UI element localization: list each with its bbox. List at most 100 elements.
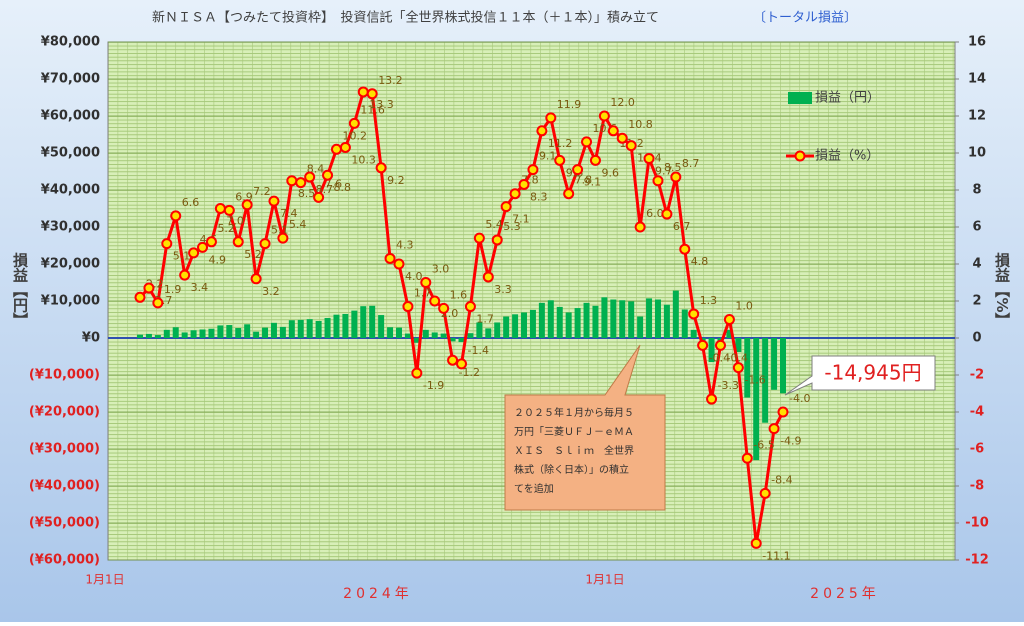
bar — [646, 298, 653, 338]
bar — [217, 325, 224, 338]
legend-label: 損益（%） — [815, 149, 879, 164]
line-marker — [563, 188, 575, 200]
callout-text: ２０２５年１月から毎月５ 万円「三菱ＵＦＪ－ｅＭＡ ＸＩＳ Ｓｌｉｍ 全世界株式（除… — [514, 406, 634, 495]
line-marker — [277, 232, 289, 244]
data-label: 11.6 — [360, 103, 385, 116]
y-tick-label: (¥10,000) — [29, 368, 100, 383]
bar — [619, 300, 626, 338]
data-label: -1.2 — [459, 366, 480, 379]
bar — [163, 329, 170, 338]
y2-tick-label: -8 — [970, 479, 984, 494]
data-label: 9.7 — [655, 165, 673, 178]
data-label: -6.5 — [753, 438, 774, 451]
bar — [592, 305, 599, 338]
line-marker — [545, 112, 557, 124]
callout-box — [504, 344, 666, 511]
y-tick-label: ¥0 — [82, 331, 100, 346]
line-marker — [259, 238, 271, 250]
bar — [476, 322, 483, 338]
data-label: 1.3 — [700, 294, 718, 307]
line-marker — [134, 291, 146, 303]
line-marker — [286, 175, 298, 187]
y2-tick-label: -2 — [970, 368, 984, 383]
bar — [342, 313, 349, 338]
y2-tick-label: -4 — [970, 405, 984, 420]
line-marker — [322, 169, 334, 181]
line-marker — [723, 314, 735, 325]
bar — [512, 314, 519, 338]
bar — [270, 322, 277, 338]
y2-tick-label: 10 — [968, 146, 986, 161]
data-label: 5.3 — [503, 220, 521, 233]
line-marker — [393, 258, 405, 270]
data-label: -3.3 — [718, 379, 739, 392]
line-marker — [759, 487, 771, 499]
data-label: -4.0 — [789, 392, 810, 405]
y2-tick-label: 6 — [972, 220, 981, 235]
bar — [744, 338, 751, 398]
x-year-label: 2025年 — [810, 586, 880, 602]
chart-title: 新ＮＩＳＡ【つみたて投資枠】 投資信託「全世界株式投信１１本（＋１本）」積み立て — [152, 10, 659, 26]
data-label: 7.2 — [253, 185, 271, 198]
y-axis-title: 損益【円】 — [11, 252, 29, 328]
bar — [404, 333, 411, 338]
callout-line: 株式（除く日本）」の積立 — [514, 463, 629, 476]
data-label: 1.0 — [735, 300, 753, 313]
bar — [297, 319, 304, 338]
y2-tick-label: 8 — [972, 183, 981, 198]
bar — [771, 338, 778, 390]
title-group: 新ＮＩＳＡ【つみたて投資枠】 投資信託「全世界株式投信１１本（＋１本）」積み立て… — [152, 10, 857, 26]
bar — [431, 332, 438, 338]
bar — [503, 316, 510, 338]
line-marker — [670, 171, 682, 183]
line-marker — [241, 199, 253, 211]
line-marker — [661, 208, 673, 220]
bar — [735, 338, 742, 353]
x-tick-label: 1月1日 — [85, 573, 124, 587]
bar — [762, 338, 769, 423]
data-label: -1.9 — [423, 379, 444, 392]
bar — [494, 322, 501, 338]
bar — [449, 338, 456, 342]
line-marker — [679, 243, 691, 255]
line-marker — [411, 367, 423, 379]
line-marker — [205, 236, 217, 248]
y-tick-label: ¥70,000 — [41, 72, 100, 87]
data-label: 7.6 — [325, 177, 343, 190]
line-marker — [652, 175, 664, 187]
line-marker — [420, 277, 432, 288]
bar — [574, 308, 581, 338]
data-label: 13.3 — [369, 98, 394, 111]
y2-tick-label: 4 — [972, 257, 981, 272]
line-marker — [688, 308, 700, 320]
bar — [538, 302, 545, 338]
data-label: 8.7 — [682, 157, 700, 170]
bar — [753, 338, 760, 461]
line-marker — [491, 234, 503, 246]
y-tick-label: ¥50,000 — [41, 146, 100, 161]
line-marker — [768, 423, 780, 435]
bar — [172, 327, 179, 338]
bar — [190, 330, 197, 338]
data-label: 5.4 — [485, 218, 503, 231]
y-tick-label: ¥30,000 — [41, 220, 100, 235]
bar — [253, 331, 260, 338]
line-marker — [581, 136, 593, 148]
line-marker — [384, 252, 396, 264]
line-marker — [643, 153, 655, 165]
callout-line: ２０２５年１月から毎月５ — [514, 406, 634, 419]
bar — [422, 329, 429, 338]
bar — [663, 304, 670, 338]
line-marker — [572, 164, 584, 176]
bar — [529, 309, 536, 338]
bar — [708, 338, 715, 363]
data-label: 6.0 — [646, 207, 664, 220]
data-label: 6.7 — [673, 220, 691, 233]
line-marker — [456, 358, 467, 370]
legend-label: 損益（円） — [815, 91, 880, 106]
legend-swatch — [794, 150, 806, 162]
bar — [458, 338, 465, 343]
line-marker — [188, 247, 200, 259]
bar — [601, 297, 608, 338]
